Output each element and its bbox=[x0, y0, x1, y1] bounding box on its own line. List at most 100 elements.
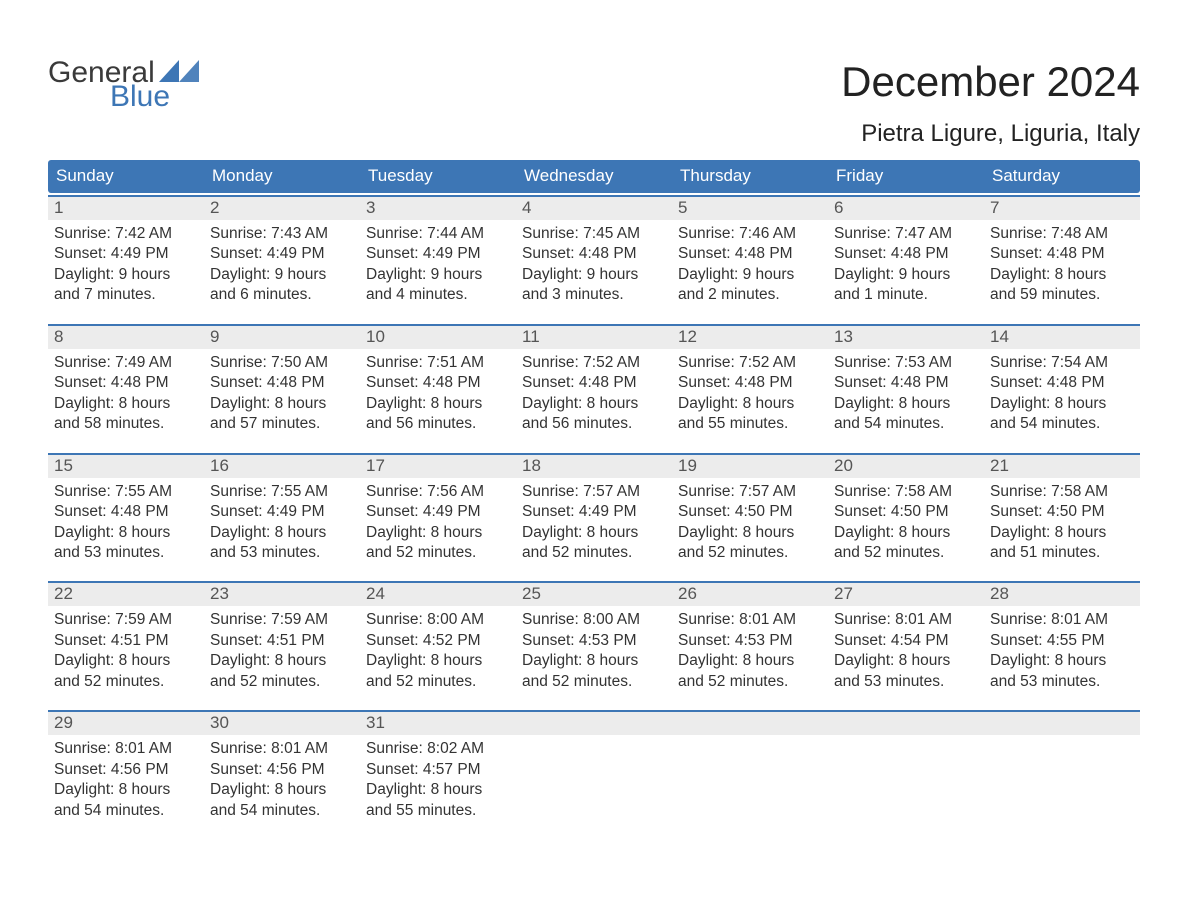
sunrise-text: Sunrise: 7:43 AM bbox=[210, 224, 354, 244]
sunrise-text: Sunrise: 8:01 AM bbox=[990, 610, 1134, 630]
day-number: 10 bbox=[360, 326, 516, 349]
day-cell: Sunrise: 7:43 AMSunset: 4:49 PMDaylight:… bbox=[204, 220, 360, 306]
sunset-text: Sunset: 4:49 PM bbox=[210, 244, 354, 264]
daylight-text-1: Daylight: 8 hours bbox=[54, 523, 198, 543]
day-number: 19 bbox=[672, 455, 828, 478]
day-cell: Sunrise: 7:57 AMSunset: 4:49 PMDaylight:… bbox=[516, 478, 672, 564]
sunrise-text: Sunrise: 7:45 AM bbox=[522, 224, 666, 244]
sunset-text: Sunset: 4:49 PM bbox=[210, 502, 354, 522]
sunrise-text: Sunrise: 7:42 AM bbox=[54, 224, 198, 244]
daylight-text-1: Daylight: 8 hours bbox=[210, 651, 354, 671]
day-number: 1 bbox=[48, 197, 204, 220]
logo-word2: Blue bbox=[110, 82, 170, 112]
logo: General Blue bbox=[48, 58, 199, 112]
day-cell: Sunrise: 7:50 AMSunset: 4:48 PMDaylight:… bbox=[204, 349, 360, 435]
day-number bbox=[828, 712, 984, 735]
daylight-text-1: Daylight: 8 hours bbox=[522, 394, 666, 414]
day-data-row: Sunrise: 7:55 AMSunset: 4:48 PMDaylight:… bbox=[48, 478, 1140, 564]
sunset-text: Sunset: 4:51 PM bbox=[54, 631, 198, 651]
daylight-text-1: Daylight: 8 hours bbox=[990, 523, 1134, 543]
day-header: Saturday bbox=[984, 160, 1140, 193]
daylight-text-2: and 59 minutes. bbox=[990, 285, 1134, 305]
daylight-text-2: and 54 minutes. bbox=[210, 801, 354, 821]
day-number: 24 bbox=[360, 583, 516, 606]
daylight-text-1: Daylight: 8 hours bbox=[366, 394, 510, 414]
sunrise-text: Sunrise: 7:47 AM bbox=[834, 224, 978, 244]
day-cell: Sunrise: 7:48 AMSunset: 4:48 PMDaylight:… bbox=[984, 220, 1140, 306]
sunset-text: Sunset: 4:52 PM bbox=[366, 631, 510, 651]
day-number: 11 bbox=[516, 326, 672, 349]
day-cell: Sunrise: 7:49 AMSunset: 4:48 PMDaylight:… bbox=[48, 349, 204, 435]
daylight-text-2: and 7 minutes. bbox=[54, 285, 198, 305]
day-number: 7 bbox=[984, 197, 1140, 220]
day-header: Tuesday bbox=[360, 160, 516, 193]
day-number: 16 bbox=[204, 455, 360, 478]
day-cell: Sunrise: 8:01 AMSunset: 4:54 PMDaylight:… bbox=[828, 606, 984, 692]
daylight-text-1: Daylight: 8 hours bbox=[990, 265, 1134, 285]
day-number: 12 bbox=[672, 326, 828, 349]
day-data-row: Sunrise: 8:01 AMSunset: 4:56 PMDaylight:… bbox=[48, 735, 1140, 821]
day-number: 20 bbox=[828, 455, 984, 478]
sunset-text: Sunset: 4:49 PM bbox=[54, 244, 198, 264]
sunset-text: Sunset: 4:48 PM bbox=[210, 373, 354, 393]
daylight-text-2: and 51 minutes. bbox=[990, 543, 1134, 563]
daylight-text-2: and 53 minutes. bbox=[990, 672, 1134, 692]
sunrise-text: Sunrise: 7:59 AM bbox=[210, 610, 354, 630]
day-cell: Sunrise: 7:58 AMSunset: 4:50 PMDaylight:… bbox=[984, 478, 1140, 564]
daylight-text-2: and 53 minutes. bbox=[834, 672, 978, 692]
calendar-week: 891011121314Sunrise: 7:49 AMSunset: 4:48… bbox=[48, 324, 1140, 435]
sunrise-text: Sunrise: 7:44 AM bbox=[366, 224, 510, 244]
daylight-text-2: and 56 minutes. bbox=[522, 414, 666, 434]
daylight-text-2: and 57 minutes. bbox=[210, 414, 354, 434]
day-number: 27 bbox=[828, 583, 984, 606]
calendar-week: 22232425262728Sunrise: 7:59 AMSunset: 4:… bbox=[48, 581, 1140, 692]
sunrise-text: Sunrise: 7:58 AM bbox=[834, 482, 978, 502]
sunrise-text: Sunrise: 8:01 AM bbox=[54, 739, 198, 759]
daylight-text-2: and 3 minutes. bbox=[522, 285, 666, 305]
day-number: 28 bbox=[984, 583, 1140, 606]
sunset-text: Sunset: 4:48 PM bbox=[366, 373, 510, 393]
day-number: 9 bbox=[204, 326, 360, 349]
sunset-text: Sunset: 4:48 PM bbox=[678, 373, 822, 393]
sunrise-text: Sunrise: 7:54 AM bbox=[990, 353, 1134, 373]
day-number: 3 bbox=[360, 197, 516, 220]
sunset-text: Sunset: 4:48 PM bbox=[54, 373, 198, 393]
daylight-text-2: and 58 minutes. bbox=[54, 414, 198, 434]
sunrise-text: Sunrise: 7:51 AM bbox=[366, 353, 510, 373]
day-cell: Sunrise: 8:01 AMSunset: 4:56 PMDaylight:… bbox=[48, 735, 204, 821]
day-cell: Sunrise: 7:52 AMSunset: 4:48 PMDaylight:… bbox=[672, 349, 828, 435]
sunset-text: Sunset: 4:50 PM bbox=[678, 502, 822, 522]
sunset-text: Sunset: 4:50 PM bbox=[834, 502, 978, 522]
day-cell: Sunrise: 7:51 AMSunset: 4:48 PMDaylight:… bbox=[360, 349, 516, 435]
sunrise-text: Sunrise: 7:55 AM bbox=[210, 482, 354, 502]
daylight-text-2: and 53 minutes. bbox=[210, 543, 354, 563]
daylight-text-1: Daylight: 9 hours bbox=[210, 265, 354, 285]
sunrise-text: Sunrise: 7:49 AM bbox=[54, 353, 198, 373]
daylight-text-1: Daylight: 8 hours bbox=[54, 651, 198, 671]
day-cell: Sunrise: 8:01 AMSunset: 4:53 PMDaylight:… bbox=[672, 606, 828, 692]
daylight-text-2: and 52 minutes. bbox=[834, 543, 978, 563]
daylight-text-1: Daylight: 8 hours bbox=[366, 651, 510, 671]
sunrise-text: Sunrise: 8:00 AM bbox=[366, 610, 510, 630]
daylight-text-1: Daylight: 8 hours bbox=[678, 651, 822, 671]
daylight-text-1: Daylight: 8 hours bbox=[834, 651, 978, 671]
daylight-text-2: and 54 minutes. bbox=[990, 414, 1134, 434]
day-cell: Sunrise: 7:46 AMSunset: 4:48 PMDaylight:… bbox=[672, 220, 828, 306]
day-number bbox=[984, 712, 1140, 735]
sunset-text: Sunset: 4:48 PM bbox=[522, 373, 666, 393]
daylight-text-1: Daylight: 8 hours bbox=[990, 651, 1134, 671]
day-cell: Sunrise: 7:52 AMSunset: 4:48 PMDaylight:… bbox=[516, 349, 672, 435]
day-number-row: 1234567 bbox=[48, 195, 1140, 220]
day-cell: Sunrise: 8:02 AMSunset: 4:57 PMDaylight:… bbox=[360, 735, 516, 821]
day-cell: Sunrise: 7:59 AMSunset: 4:51 PMDaylight:… bbox=[204, 606, 360, 692]
sunset-text: Sunset: 4:48 PM bbox=[990, 244, 1134, 264]
sunset-text: Sunset: 4:53 PM bbox=[522, 631, 666, 651]
day-number: 29 bbox=[48, 712, 204, 735]
day-data-row: Sunrise: 7:59 AMSunset: 4:51 PMDaylight:… bbox=[48, 606, 1140, 692]
day-cell: Sunrise: 7:58 AMSunset: 4:50 PMDaylight:… bbox=[828, 478, 984, 564]
sunset-text: Sunset: 4:48 PM bbox=[834, 244, 978, 264]
sunrise-text: Sunrise: 8:00 AM bbox=[522, 610, 666, 630]
sunrise-text: Sunrise: 7:57 AM bbox=[522, 482, 666, 502]
day-header: Monday bbox=[204, 160, 360, 193]
sunset-text: Sunset: 4:48 PM bbox=[54, 502, 198, 522]
